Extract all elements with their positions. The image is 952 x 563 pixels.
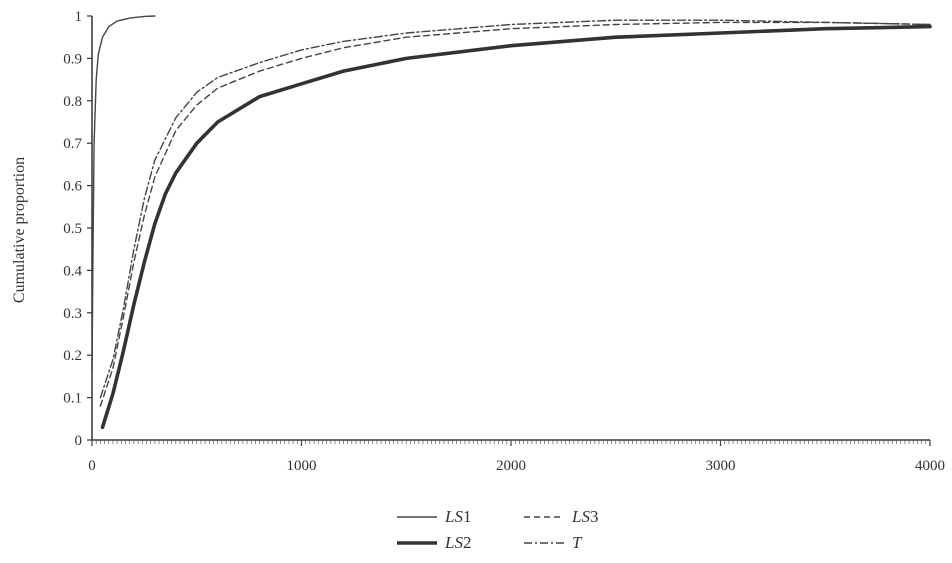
series-line-ls1 bbox=[91, 15, 156, 373]
y-tick-label: 0.2 bbox=[63, 348, 82, 364]
x-tick-label: 4000 bbox=[915, 458, 945, 474]
y-tick-label: 0 bbox=[75, 433, 83, 449]
y-tick-label: 1 bbox=[75, 9, 83, 25]
y-tick-label: 0.1 bbox=[63, 391, 82, 407]
y-tick-label: 0.5 bbox=[63, 221, 82, 237]
legend-label: LS3 bbox=[571, 507, 598, 526]
y-axis-title: Cumulative proportion bbox=[11, 157, 28, 303]
y-tick-label: 0.8 bbox=[63, 94, 82, 110]
legend-label-suffix: T bbox=[572, 533, 583, 552]
series-lines bbox=[91, 15, 932, 430]
series-line-t bbox=[99, 19, 931, 399]
y-axis-ticks: 0 0.1 0.2 0.3 0.4 0.5 0.6 0.7 0.8 0.9 1 bbox=[63, 9, 92, 449]
legend-label-prefix: LS bbox=[444, 533, 463, 552]
y-tick-label: 0.7 bbox=[63, 136, 82, 152]
y-tick-label: 0.4 bbox=[63, 263, 82, 279]
y-tick-label: 0.9 bbox=[63, 51, 82, 67]
legend-label-prefix: LS bbox=[444, 507, 463, 526]
legend-label-suffix: 3 bbox=[590, 507, 599, 526]
legend-label: LS1 bbox=[444, 507, 471, 526]
x-tick-label: 2000 bbox=[496, 458, 526, 474]
x-axis-minor-ticks bbox=[91, 440, 931, 444]
x-tick-label: 1000 bbox=[287, 458, 317, 474]
legend-label: T bbox=[572, 533, 583, 552]
legend-label-suffix: 1 bbox=[463, 507, 472, 526]
y-tick-label: 0.6 bbox=[63, 179, 82, 195]
x-tick-label: 0 bbox=[88, 458, 96, 474]
legend-label-suffix: 2 bbox=[463, 533, 472, 552]
series-line-ls2 bbox=[100, 24, 932, 430]
x-axis-ticks: 0 1000 2000 3000 4000 bbox=[88, 440, 945, 474]
series-line-ls3 bbox=[99, 21, 931, 407]
x-tick-label: 3000 bbox=[706, 458, 736, 474]
y-tick-label: 0.3 bbox=[63, 306, 82, 322]
legend-label: LS2 bbox=[444, 533, 471, 552]
legend-label-prefix: LS bbox=[571, 507, 590, 526]
